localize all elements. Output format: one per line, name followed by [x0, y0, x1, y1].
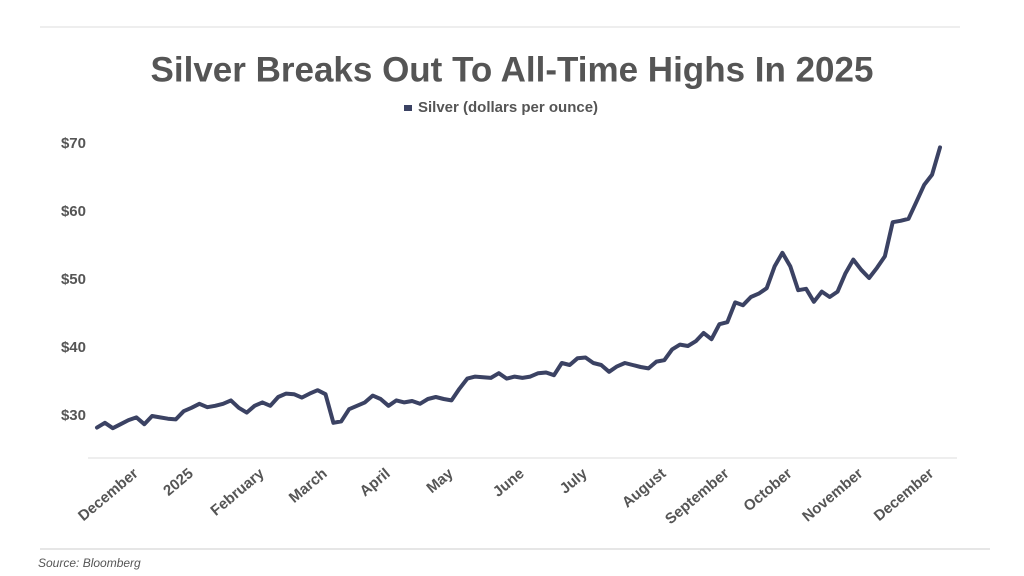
- chart-title: Silver Breaks Out To All-Time Highs In 2…: [151, 50, 874, 89]
- x-tick-label: March: [286, 465, 331, 506]
- source: Source: Bloomberg: [38, 556, 141, 570]
- legend-swatch: [404, 105, 412, 111]
- y-tick-label: $60: [61, 203, 86, 220]
- x-tick-label: June: [490, 465, 528, 501]
- x-tick-label: August: [619, 465, 670, 511]
- x-tick-label: October: [740, 465, 795, 515]
- x-tick-label: April: [357, 465, 394, 500]
- y-tick-label: $50: [61, 271, 86, 288]
- legend-label: Silver (dollars per ounce): [418, 99, 598, 116]
- y-tick-label: $30: [61, 407, 86, 424]
- y-tick-label: $70: [61, 135, 86, 152]
- y-tick-label: $40: [61, 339, 86, 356]
- x-tick-label: 2025: [160, 465, 196, 499]
- x-tick-label: December: [871, 465, 938, 525]
- x-tick-label: September: [662, 465, 732, 528]
- x-tick-label: February: [207, 465, 268, 520]
- x-tick-label: November: [799, 465, 866, 525]
- x-tick-label: July: [557, 465, 591, 498]
- series-line: [95, 145, 942, 431]
- x-tick-label: May: [423, 465, 457, 497]
- x-tick-label: December: [75, 465, 142, 525]
